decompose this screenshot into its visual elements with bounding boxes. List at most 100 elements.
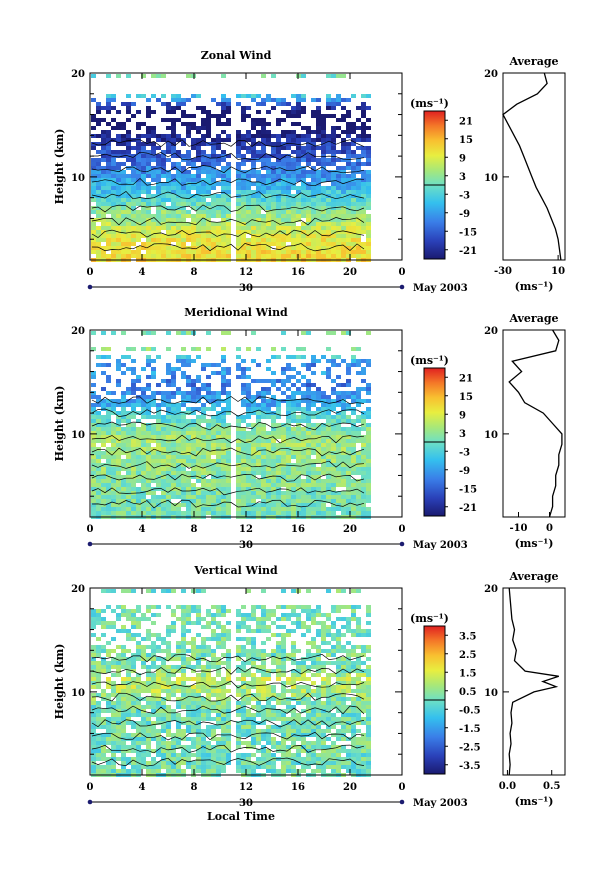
heatmap-cell <box>281 347 286 351</box>
heatmap-cell <box>356 158 361 162</box>
heatmap-cell <box>366 250 371 254</box>
heatmap-cell <box>116 238 121 242</box>
heatmap-cell <box>176 617 181 621</box>
heatmap-cell <box>106 447 111 451</box>
heatmap-cell <box>236 439 241 443</box>
heatmap-cell <box>276 134 281 138</box>
heatmap-cell <box>316 669 321 673</box>
heatmap-cell <box>251 170 256 174</box>
heatmap-cell <box>156 637 161 641</box>
heatmap-cell <box>121 214 126 218</box>
heatmap-cell <box>101 467 106 471</box>
heatmap-cell <box>246 499 251 503</box>
heatmap-cell <box>111 463 116 467</box>
heatmap-cell <box>311 475 316 479</box>
heatmap-cell <box>201 483 206 487</box>
heatmap-cell <box>366 467 371 471</box>
heatmap-cell <box>96 403 101 407</box>
heatmap-cell <box>321 206 326 210</box>
heatmap-cell <box>246 226 251 230</box>
heatmap-cell <box>181 122 186 126</box>
heatmap-cell <box>281 210 286 214</box>
heatmap-cell <box>266 226 271 230</box>
heatmap-cell <box>151 194 156 198</box>
heatmap-cell <box>346 383 351 387</box>
heatmap-cell <box>321 230 326 234</box>
heatmap-cell <box>171 178 176 182</box>
heatmap-cell <box>181 238 186 242</box>
heatmap-cell <box>311 383 316 387</box>
heatmap-cell <box>351 617 356 621</box>
heatmap-cell <box>236 154 241 158</box>
heatmap-cell <box>286 487 291 491</box>
heatmap-cell <box>176 427 181 431</box>
heatmap-cell <box>91 625 96 629</box>
heatmap-cell <box>101 142 106 146</box>
heatmap-cell <box>261 238 266 242</box>
heatmap-cell <box>366 479 371 483</box>
heatmap-cell <box>146 487 151 491</box>
heatmap-cell <box>141 242 146 246</box>
heatmap-cell <box>301 487 306 491</box>
heatmap-cell <box>246 202 251 206</box>
heatmap-cell <box>346 681 351 685</box>
heatmap-cell <box>186 657 191 661</box>
heatmap-cell <box>146 383 151 387</box>
heatmap-cell <box>326 218 331 222</box>
heatmap-cell <box>211 178 216 182</box>
heatmap-cell <box>256 431 261 435</box>
heatmap-cell <box>361 673 366 677</box>
contour-line <box>91 204 365 213</box>
heatmap-cell <box>251 443 256 447</box>
heatmap-cell <box>316 158 321 162</box>
heatmap-cell <box>281 170 286 174</box>
heatmap-cell <box>131 637 136 641</box>
heatmap-cell <box>146 363 151 367</box>
heatmap-cell <box>276 499 281 503</box>
heatmap-cell <box>246 483 251 487</box>
heatmap-cell <box>306 190 311 194</box>
heatmap-cell <box>336 447 341 451</box>
heatmap-cell <box>251 629 256 633</box>
heatmap-cell <box>316 693 321 697</box>
heatmap-cell <box>276 649 281 653</box>
heatmap-cell <box>101 709 106 713</box>
heatmap-cell <box>356 451 361 455</box>
heatmap-cell <box>161 234 166 238</box>
heatmap-cell <box>326 653 331 657</box>
heatmap-cell <box>356 347 361 351</box>
heatmap-cell <box>276 170 281 174</box>
heatmap-cell <box>156 222 161 226</box>
heatmap-cell <box>346 653 351 657</box>
heatmap-cell <box>296 499 301 503</box>
heatmap-cell <box>316 701 321 705</box>
heatmap-cell <box>161 483 166 487</box>
heatmap-cell <box>101 435 106 439</box>
heatmap-cell <box>266 629 271 633</box>
heatmap-cell <box>346 677 351 681</box>
heatmap-cell <box>146 705 151 709</box>
heatmap-cell <box>96 673 101 677</box>
heatmap-cell <box>191 114 196 118</box>
heatmap-cell <box>216 605 221 609</box>
heatmap-cell <box>351 222 356 226</box>
heatmap-cell <box>281 625 286 629</box>
heatmap-cell <box>266 138 271 142</box>
heatmap-cell <box>236 230 241 234</box>
heatmap-cell <box>311 110 316 114</box>
heatmap-cell <box>291 355 296 359</box>
heatmap-cell <box>116 495 121 499</box>
heatmap-cell <box>366 499 371 503</box>
heatmap-cell <box>236 645 241 649</box>
heatmap-cell <box>321 170 326 174</box>
heatmap-cell <box>146 511 151 515</box>
heatmap-cell <box>296 150 301 154</box>
x-tick-label: 16 <box>291 267 305 278</box>
heatmap-cell <box>351 605 356 609</box>
heatmap-cell <box>161 202 166 206</box>
heatmap-cell <box>216 415 221 419</box>
heatmap-cell <box>351 194 356 198</box>
heatmap-cell <box>96 653 101 657</box>
heatmap-cell <box>211 621 216 625</box>
heatmap-cell <box>131 391 136 395</box>
